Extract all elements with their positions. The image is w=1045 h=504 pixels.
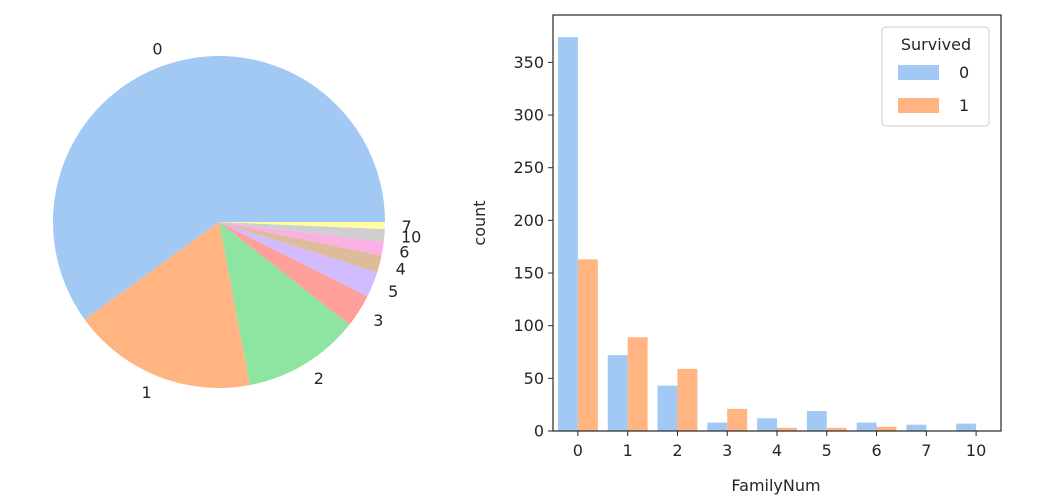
bar	[657, 385, 678, 431]
bar	[707, 422, 728, 431]
y-tick-label: 200	[513, 211, 544, 230]
x-tick-label: 5	[822, 441, 832, 460]
pie-slice-label: 7	[402, 217, 412, 236]
bar	[577, 259, 598, 431]
pie-slice	[52, 55, 385, 320]
pie-slice-label: 6	[399, 242, 409, 261]
x-tick-label: 0	[573, 441, 583, 460]
legend-swatch	[898, 98, 939, 113]
pie-slice-label: 1	[142, 383, 152, 402]
x-tick-label: 6	[871, 441, 881, 460]
y-tick-label: 300	[513, 106, 544, 125]
legend-swatch	[898, 65, 939, 80]
bar	[956, 423, 977, 431]
pie-slice-label: 2	[314, 369, 324, 388]
legend-label: 1	[959, 96, 969, 115]
bar	[677, 368, 698, 431]
bar	[806, 410, 827, 431]
pie-slice-label: 0	[152, 39, 162, 58]
bar	[607, 355, 628, 431]
y-tick-label: 50	[524, 369, 544, 388]
legend-title: Survived	[901, 35, 971, 54]
pie-slice	[219, 222, 384, 256]
y-tick-label: 150	[513, 264, 544, 283]
pie-slice	[219, 222, 385, 229]
x-axis-label: FamilyNum	[731, 476, 820, 495]
legend-label: 0	[959, 63, 969, 82]
x-tick-label: 4	[772, 441, 782, 460]
x-tick-label: 10	[966, 441, 986, 460]
pie-slice	[219, 222, 382, 273]
pie-slice	[84, 222, 250, 388]
bar	[557, 37, 578, 431]
pie-slice-label: 10	[401, 228, 421, 247]
y-tick-label: 100	[513, 316, 544, 335]
bar	[826, 427, 847, 431]
bar	[777, 427, 797, 431]
pie-slice-label: 3	[373, 311, 383, 330]
pie-slice	[219, 222, 350, 386]
y-tick-label: 350	[513, 53, 544, 72]
pie-slice	[219, 222, 368, 325]
pie-slice	[219, 222, 378, 297]
x-tick-label: 1	[623, 441, 633, 460]
bar	[627, 337, 648, 431]
bar	[727, 408, 748, 431]
bar	[856, 422, 877, 431]
bar	[757, 418, 777, 431]
x-tick-label: 7	[921, 441, 931, 460]
y-axis-label: count	[470, 200, 489, 245]
pie-slice-label: 5	[388, 282, 398, 301]
x-tick-label: 3	[722, 441, 732, 460]
pie-slice	[219, 222, 385, 242]
bar	[906, 424, 927, 431]
y-tick-label: 0	[534, 422, 544, 441]
pie-slice-label: 4	[396, 259, 406, 278]
x-tick-label: 2	[672, 441, 682, 460]
bar	[876, 426, 897, 431]
y-tick-label: 250	[513, 158, 544, 177]
